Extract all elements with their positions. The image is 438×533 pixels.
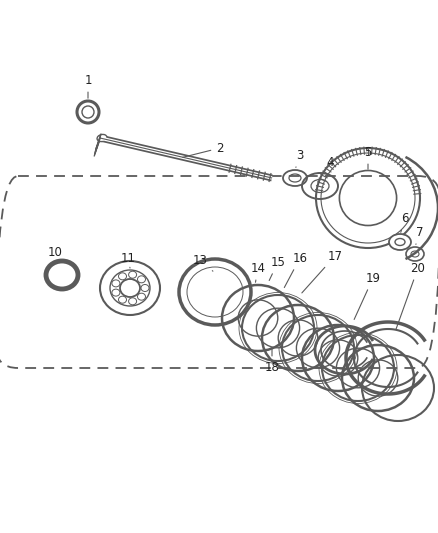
Text: 19: 19 [353,271,380,319]
Text: 15: 15 [268,255,285,280]
Text: 2: 2 [182,141,223,157]
Text: 14: 14 [250,262,265,282]
Text: 20: 20 [395,262,424,329]
Text: 1: 1 [84,74,92,98]
Text: 5: 5 [364,146,371,169]
Text: 11: 11 [120,252,135,268]
Text: 4: 4 [321,157,333,176]
Ellipse shape [388,234,410,250]
Ellipse shape [97,134,107,142]
Text: 13: 13 [192,254,212,271]
Text: 6: 6 [400,212,408,232]
Text: 3: 3 [295,149,303,167]
Text: 18: 18 [264,348,279,375]
Text: 16: 16 [284,252,307,287]
Text: 17: 17 [301,249,342,293]
Text: 7: 7 [415,225,423,244]
Text: 10: 10 [47,246,62,262]
